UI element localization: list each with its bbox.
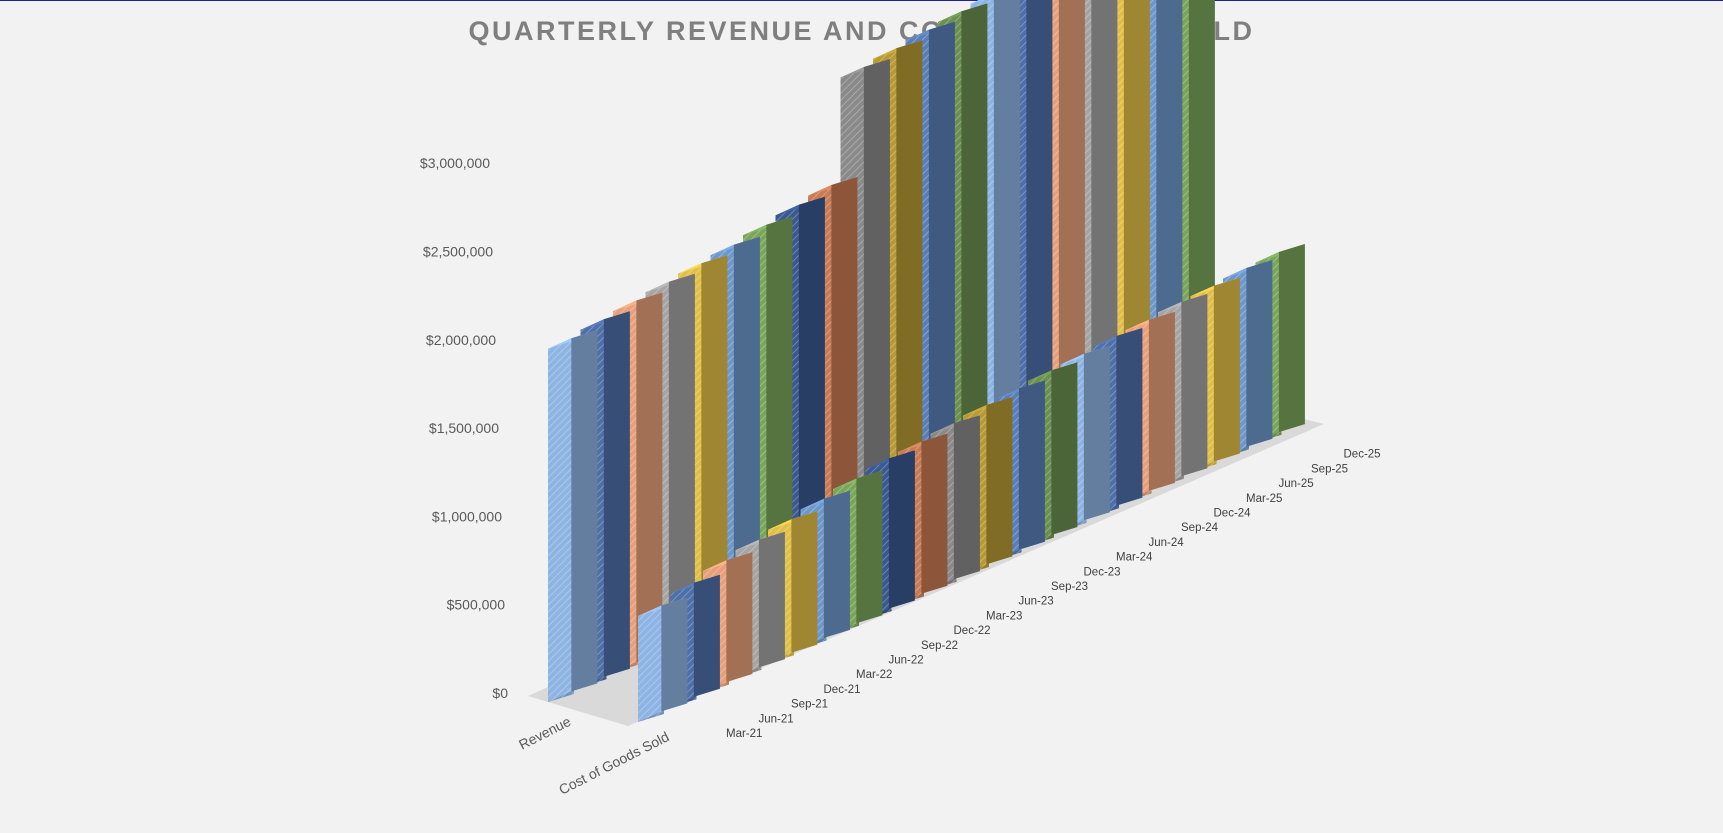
series-label: Cost of Goods Sold: [556, 728, 671, 797]
x-tick-label: Dec-25: [1344, 449, 1381, 461]
x-tick-label: Dec-22: [954, 625, 991, 637]
y-tick-label: $0: [492, 685, 508, 701]
series-label: Revenue: [516, 713, 573, 753]
y-tick-label: $3,000,000: [420, 155, 490, 171]
x-tick-label: Sep-23: [1051, 581, 1088, 593]
x-tick-label: Mar-22: [856, 669, 892, 681]
x-tick-label: Mar-23: [986, 610, 1022, 622]
x-tick-label: Mar-24: [1116, 552, 1153, 564]
y-tick-label: $2,000,000: [426, 332, 496, 348]
x-tick-label: Sep-24: [1181, 522, 1219, 534]
x-tick-label: Dec-21: [824, 684, 861, 696]
x-tick-label: Jun-24: [1149, 537, 1185, 549]
y-tick-label: $500,000: [447, 597, 506, 613]
x-tick-label: Sep-25: [1311, 463, 1348, 475]
x-tick-label: Jun-23: [1019, 596, 1054, 608]
bar-revenue-Mar-21: [548, 330, 598, 702]
x-tick-label: Jun-21: [759, 713, 794, 725]
y-tick-label: $1,500,000: [429, 420, 499, 436]
y-tick-label: $2,500,000: [423, 244, 493, 260]
x-tick-label: Dec-23: [1084, 566, 1121, 578]
x-tick-label: Mar-25: [1246, 493, 1282, 505]
x-tick-label: Jun-25: [1279, 478, 1314, 490]
top-rule: [0, 0, 1723, 1]
bar-cogs-Mar-21: [638, 597, 688, 722]
x-tick-label: Mar-21: [726, 728, 762, 740]
x-tick-label: Sep-22: [921, 640, 958, 652]
x-tick-label: Dec-24: [1214, 508, 1252, 520]
x-tick-label: Sep-21: [791, 699, 828, 711]
x-tick-label: Jun-22: [889, 655, 924, 667]
y-tick-label: $1,000,000: [432, 508, 502, 524]
